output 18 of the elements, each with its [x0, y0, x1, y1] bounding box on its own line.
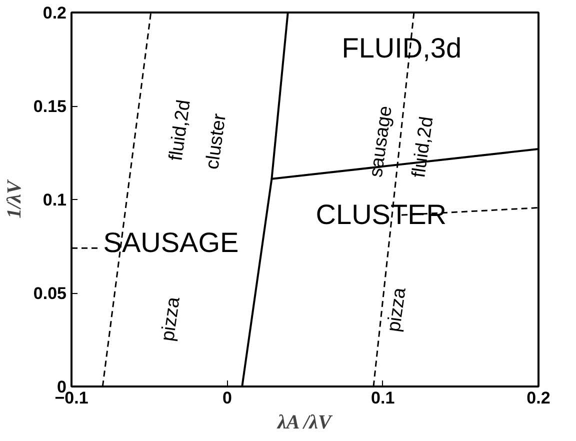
annotation: fluid,2d	[408, 115, 438, 179]
annotation: SAUSAGE	[103, 227, 239, 258]
annotation: CLUSTER	[316, 198, 446, 230]
y-tick-label: 0.1	[42, 190, 67, 210]
x-tick-label: 0	[222, 388, 232, 408]
annotation: pizza	[157, 295, 185, 343]
annotation: fluid,2d	[166, 98, 195, 162]
x-tick-label: 0.1	[371, 388, 395, 408]
annotation: FLUID,3d	[342, 32, 462, 64]
x-axis-title: λA /λV	[276, 412, 334, 434]
annotation: sausage	[366, 104, 397, 179]
y-axis-title: 1/λV	[3, 178, 26, 218]
y-tick-label: 0.05	[33, 284, 67, 303]
y-tick-label: 0.15	[33, 97, 67, 116]
annotation: cluster	[202, 112, 231, 171]
y-tick-label: 0.2	[42, 4, 67, 22]
x-tick-label: 0.2	[526, 388, 550, 408]
annotation: pizza	[384, 286, 411, 334]
